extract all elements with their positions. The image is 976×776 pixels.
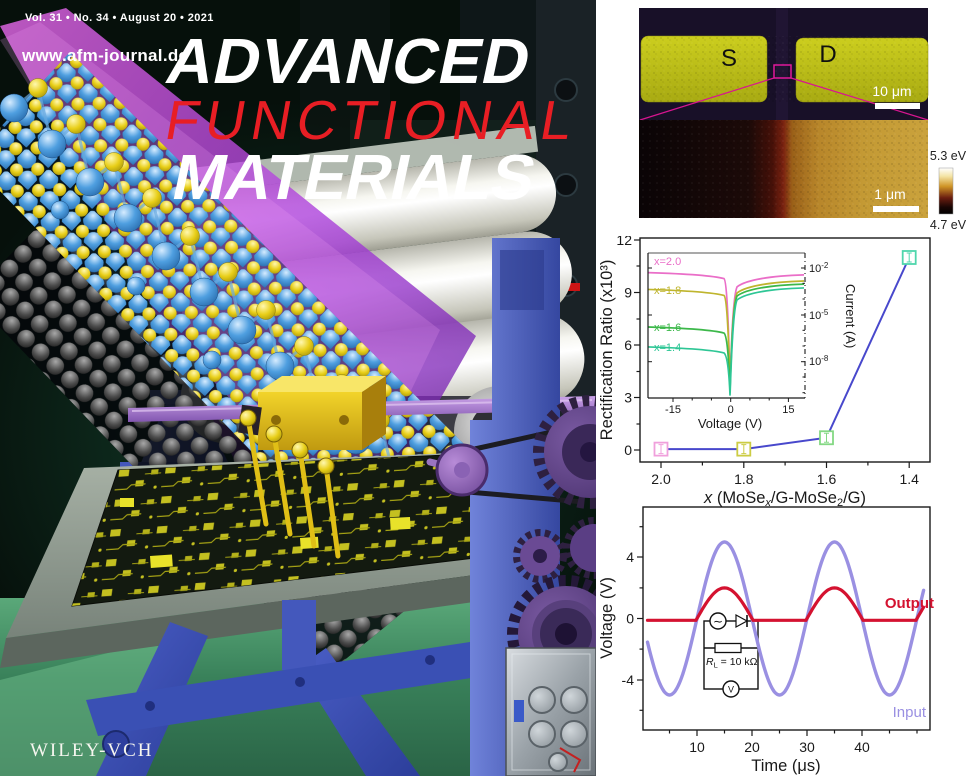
cover-artwork <box>0 0 596 776</box>
iv-curves <box>647 271 805 396</box>
waveform-panel: 4 0 -4 10 20 30 40 Time (μs) Voltage (V)… <box>598 506 934 775</box>
inset-x-axis-title: Voltage (V) <box>698 416 762 431</box>
colorbar-min-label: 4.7 eV <box>930 218 967 232</box>
journal-cover: Vol. 31 • No. 34 • August 20 • 2021 www.… <box>0 0 596 776</box>
svg-text:∼: ∼ <box>713 615 723 629</box>
zoom-region-box <box>773 64 792 79</box>
axis-ticks <box>637 526 918 736</box>
x-axis-title: x (MoSex/G-MoSe2/G) <box>703 489 866 508</box>
journal-website: www.afm-journal.de <box>22 46 189 65</box>
svg-text:V: V <box>728 685 734 695</box>
scalebar-label-optical: 10 μm <box>872 83 911 99</box>
svg-text:x=1.4: x=1.4 <box>654 342 681 354</box>
svg-text:10: 10 <box>689 739 705 755</box>
load-resistor-label: RL = 10 kΩ <box>706 656 758 670</box>
motor-box <box>505 647 596 776</box>
colorbar <box>938 167 954 215</box>
svg-text:1.8: 1.8 <box>734 471 754 487</box>
microscopy-panel: S D 10 μm 1 μm 5.3 eV 4.7 eV <box>639 8 967 232</box>
circuit-inset: ∼ RL = 10 kΩ V <box>703 612 759 698</box>
issue-info: Vol. 31 • No. 34 • August 20 • 2021 <box>25 12 214 24</box>
inset-ticks <box>648 267 805 402</box>
output-label: Output <box>885 595 934 612</box>
x-tick-labels: 2.0 1.8 1.6 1.4 <box>651 471 919 487</box>
y-axis-title: Rectification Ratio (x10³) <box>598 260 616 441</box>
ac-source-symbol <box>709 612 727 630</box>
diode-symbol <box>735 613 749 629</box>
plot-frame <box>639 237 931 463</box>
inset-y-tick-labels: 10-2 10-5 10-8 <box>809 261 829 368</box>
scalebar-label-kpfm: 1 μm <box>874 186 905 202</box>
svg-text:40: 40 <box>854 739 870 755</box>
svg-text:-4: -4 <box>622 672 635 688</box>
x-axis-title: Time (μs) <box>751 757 820 775</box>
svg-text:x=1.6: x=1.6 <box>654 322 681 334</box>
svg-text:10-5: 10-5 <box>809 308 829 322</box>
svg-text:0: 0 <box>624 442 632 458</box>
svg-text:-15: -15 <box>665 404 681 416</box>
waveforms <box>645 540 926 697</box>
source-label: S <box>721 45 737 72</box>
svg-text:3: 3 <box>624 390 632 406</box>
resistor-symbol <box>714 642 742 654</box>
input-label: Input <box>893 704 927 721</box>
svg-text:1.6: 1.6 <box>817 471 837 487</box>
y-tick-labels: 4 0 -4 <box>622 549 635 688</box>
svg-text:12: 12 <box>616 236 632 248</box>
figure-column: S D 10 μm 1 μm 5.3 eV 4.7 eV <box>596 0 976 776</box>
svg-text:10-2: 10-2 <box>809 261 829 275</box>
scatter-series <box>653 250 917 457</box>
drain-label: D <box>819 41 836 68</box>
svg-text:4: 4 <box>626 549 634 565</box>
print-head <box>128 376 596 559</box>
voltmeter-symbol <box>722 680 740 698</box>
scalebar-optical <box>875 103 920 109</box>
inset-y-axis-title: Current (A) <box>843 284 858 348</box>
svg-text:x=1.8: x=1.8 <box>654 285 681 297</box>
svg-text:1.4: 1.4 <box>899 471 919 487</box>
x-tick-labels: 10 20 30 40 <box>689 739 870 755</box>
svg-text:20: 20 <box>744 739 760 755</box>
title-materials: MATERIALS <box>166 141 542 213</box>
plot-frame <box>642 506 931 731</box>
svg-text:0: 0 <box>626 611 634 627</box>
svg-text:2.0: 2.0 <box>651 471 671 487</box>
gears <box>426 395 596 693</box>
svg-text:10-8: 10-8 <box>809 354 829 368</box>
colorbar-max-label: 5.3 eV <box>930 149 967 163</box>
svg-text:30: 30 <box>799 739 815 755</box>
axis-ticks <box>634 239 910 468</box>
iv-inset: -15 0 15 Voltage (V) 10-2 10-5 10-8 Curr… <box>647 252 858 431</box>
svg-text:9: 9 <box>624 285 632 301</box>
y-axis-title: Voltage (V) <box>598 577 616 659</box>
publisher-logo: WILEY-VCH <box>30 740 154 761</box>
inset-x-tick-labels: -15 0 15 <box>665 404 794 416</box>
svg-text:x=2.0: x=2.0 <box>654 256 681 268</box>
svg-text:0: 0 <box>728 404 734 416</box>
scalebar-kpfm <box>873 206 919 212</box>
printed-circuit-board <box>71 453 493 607</box>
rectification-plot-panel: 12 9 6 3 0 2.0 1.8 1.6 1.4 x (MoSex/G-Mo… <box>598 236 931 508</box>
svg-text:6: 6 <box>624 337 632 353</box>
svg-text:15: 15 <box>782 404 794 416</box>
y-tick-labels: 12 9 6 3 0 <box>616 236 632 458</box>
inset-curve-labels: x=2.0 x=1.8 x=1.6 x=1.4 <box>654 256 681 354</box>
title-advanced: ADVANCED <box>160 25 538 97</box>
